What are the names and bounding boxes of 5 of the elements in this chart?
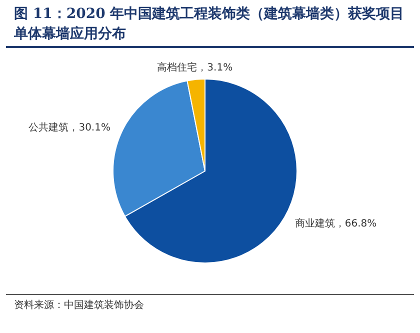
slice-label: 公共建筑，30.1%	[28, 122, 110, 134]
chart-title: 图 11：2020 年中国建筑工程装饰类（建筑幕墙类）获奖项目单体幕墙应用分布	[13, 5, 406, 44]
slice-label: 商业建筑，66.8%	[294, 217, 377, 230]
slice-label: 高档住宅，3.1%	[157, 61, 233, 74]
text: 资料来源：中国建筑装饰协会	[13, 298, 145, 313]
